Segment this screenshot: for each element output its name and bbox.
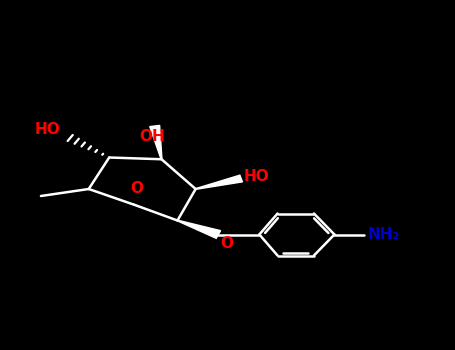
Polygon shape (150, 125, 162, 159)
Text: HO: HO (243, 169, 269, 184)
Text: HO: HO (34, 122, 60, 137)
Polygon shape (196, 175, 243, 189)
Text: NH₂: NH₂ (368, 227, 400, 242)
Text: O: O (221, 236, 234, 251)
Polygon shape (177, 220, 221, 238)
Text: OH: OH (140, 129, 165, 144)
Text: O: O (130, 181, 143, 196)
